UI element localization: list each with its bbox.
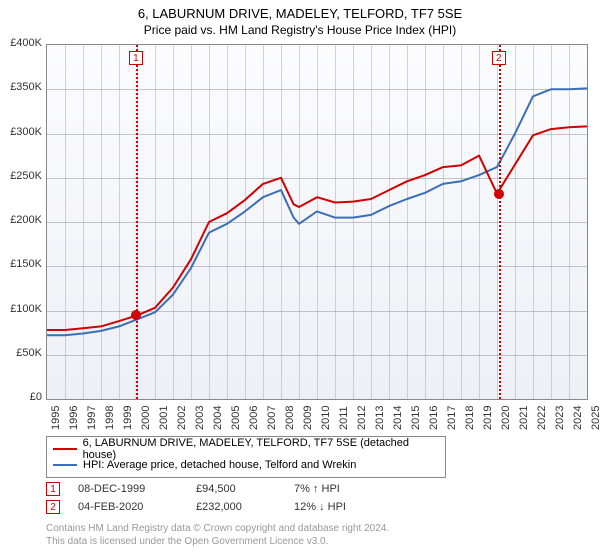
y-axis-label: £400K: [0, 37, 42, 49]
x-axis-label: 1999: [122, 406, 134, 430]
legend-swatch-property: [53, 448, 77, 450]
y-axis-label: £100K: [0, 303, 42, 315]
x-axis-label: 2004: [212, 406, 224, 430]
event-row: 1 08-DEC-1999 £94,500 7% ↑ HPI: [46, 480, 346, 498]
footer-line: This data is licensed under the Open Gov…: [46, 535, 389, 548]
chart-subtitle: Price paid vs. HM Land Registry's House …: [0, 21, 600, 41]
series-line-property: [47, 126, 587, 330]
legend-label: HPI: Average price, detached house, Telf…: [83, 459, 356, 471]
event-marker-box: 1: [129, 51, 143, 65]
event-price: £232,000: [196, 501, 276, 513]
x-axis-label: 2019: [482, 406, 494, 430]
y-axis-label: £200K: [0, 214, 42, 226]
x-axis-label: 2002: [176, 406, 188, 430]
x-axis-label: 2016: [428, 406, 440, 430]
event-date: 04-FEB-2020: [78, 501, 178, 513]
event-marker-box: 2: [46, 500, 60, 514]
x-axis-label: 2024: [572, 406, 584, 430]
x-axis-label: 1997: [86, 406, 98, 430]
event-guideline: [136, 45, 138, 399]
chart-legend: 6, LABURNUM DRIVE, MADELEY, TELFORD, TF7…: [46, 436, 446, 478]
x-axis-label: 2025: [590, 406, 600, 430]
event-delta: 7% ↑ HPI: [294, 483, 340, 495]
x-axis-label: 2003: [194, 406, 206, 430]
x-axis-label: 2021: [518, 406, 530, 430]
chart-lines: [47, 45, 587, 399]
x-axis-label: 2007: [266, 406, 278, 430]
x-axis-label: 2001: [158, 406, 170, 430]
event-row: 2 04-FEB-2020 £232,000 12% ↓ HPI: [46, 498, 346, 516]
footer-attribution: Contains HM Land Registry data © Crown c…: [46, 522, 389, 548]
event-date: 08-DEC-1999: [78, 483, 178, 495]
x-axis-label: 1995: [50, 406, 62, 430]
y-axis-label: £150K: [0, 258, 42, 270]
event-marker-box: 1: [46, 482, 60, 496]
series-line-hpi: [47, 88, 587, 335]
x-axis-label: 2013: [374, 406, 386, 430]
x-axis-label: 2018: [464, 406, 476, 430]
y-axis-label: £0: [0, 391, 42, 403]
x-axis-label: 2000: [140, 406, 152, 430]
event-marker-box: 2: [492, 51, 506, 65]
x-axis-label: 2022: [536, 406, 548, 430]
event-guideline: [499, 45, 501, 399]
x-axis-label: 2009: [302, 406, 314, 430]
x-axis-label: 2006: [248, 406, 260, 430]
chart-plot-area: 12: [46, 44, 588, 400]
events-table: 1 08-DEC-1999 £94,500 7% ↑ HPI 2 04-FEB-…: [46, 480, 346, 516]
legend-swatch-hpi: [53, 464, 77, 466]
event-point-marker: [494, 189, 504, 199]
x-axis-label: 2017: [446, 406, 458, 430]
legend-label: 6, LABURNUM DRIVE, MADELEY, TELFORD, TF7…: [83, 437, 439, 461]
y-axis-label: £250K: [0, 170, 42, 182]
x-axis-label: 1998: [104, 406, 116, 430]
x-axis-label: 2008: [284, 406, 296, 430]
event-delta: 12% ↓ HPI: [294, 501, 346, 513]
x-axis-label: 2015: [410, 406, 422, 430]
chart-title: 6, LABURNUM DRIVE, MADELEY, TELFORD, TF7…: [0, 0, 600, 21]
x-axis-label: 2010: [320, 406, 332, 430]
x-axis-label: 2020: [500, 406, 512, 430]
x-axis-label: 2005: [230, 406, 242, 430]
x-axis-label: 2023: [554, 406, 566, 430]
x-axis-label: 2012: [356, 406, 368, 430]
x-axis-label: 1996: [68, 406, 80, 430]
x-axis-label: 2011: [338, 406, 350, 430]
footer-line: Contains HM Land Registry data © Crown c…: [46, 522, 389, 535]
event-price: £94,500: [196, 483, 276, 495]
x-axis-label: 2014: [392, 406, 404, 430]
y-axis-label: £350K: [0, 81, 42, 93]
event-point-marker: [131, 310, 141, 320]
legend-item: 6, LABURNUM DRIVE, MADELEY, TELFORD, TF7…: [53, 441, 439, 457]
y-axis-label: £50K: [0, 347, 42, 359]
y-axis-label: £300K: [0, 126, 42, 138]
